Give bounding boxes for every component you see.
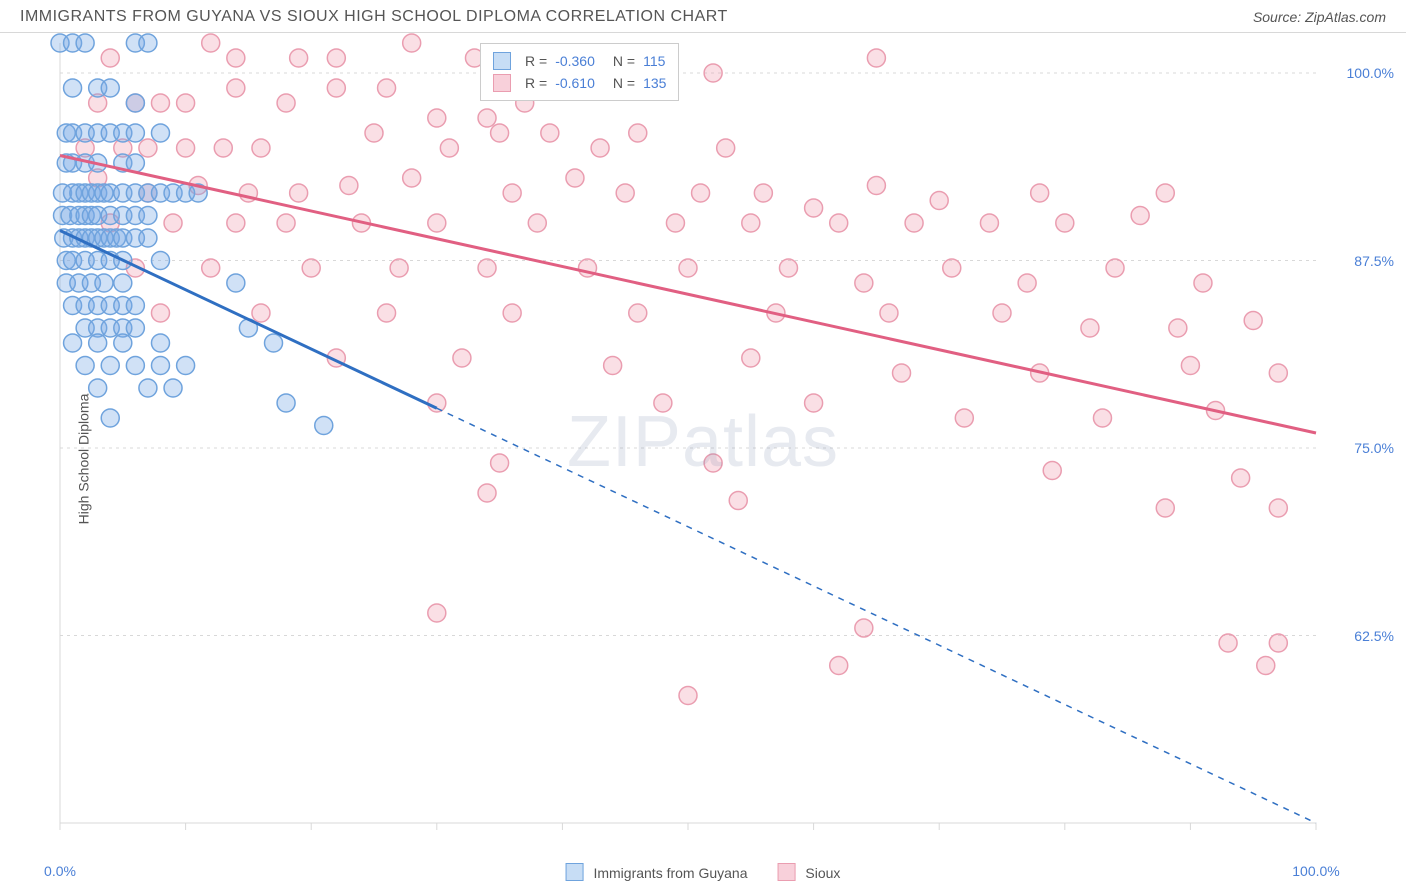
correlation-legend-box: R = -0.360N = 115R = -0.610N = 135 (480, 43, 679, 101)
legend-item-guyana: Immigrants from Guyana (566, 863, 748, 881)
y-tick-label: 62.5% (1354, 628, 1394, 644)
legend-stat-row: R = -0.610N = 135 (493, 72, 666, 94)
legend-swatch-guyana (566, 863, 584, 881)
chart-title: IMMIGRANTS FROM GUYANA VS SIOUX HIGH SCH… (20, 8, 728, 26)
legend-item-sioux: Sioux (778, 863, 841, 881)
x-tick-label: 0.0% (44, 863, 76, 879)
scatter-plot-svg (0, 33, 1406, 853)
legend-stat-row: R = -0.360N = 115 (493, 50, 666, 72)
series-legend: Immigrants from Guyana Sioux (566, 863, 841, 881)
legend-label-guyana: Immigrants from Guyana (593, 865, 747, 881)
header-bar: IMMIGRANTS FROM GUYANA VS SIOUX HIGH SCH… (0, 0, 1406, 33)
chart-area: High School Diploma ZIPatlas R = -0.360N… (0, 33, 1406, 885)
source-text: Source: ZipAtlas.com (1253, 9, 1386, 25)
legend-swatch-sioux (778, 863, 796, 881)
legend-label-sioux: Sioux (805, 865, 840, 881)
y-tick-label: 75.0% (1354, 440, 1394, 456)
y-tick-label: 87.5% (1354, 253, 1394, 269)
y-tick-label: 100.0% (1347, 65, 1394, 81)
x-tick-label: 100.0% (1292, 863, 1339, 879)
